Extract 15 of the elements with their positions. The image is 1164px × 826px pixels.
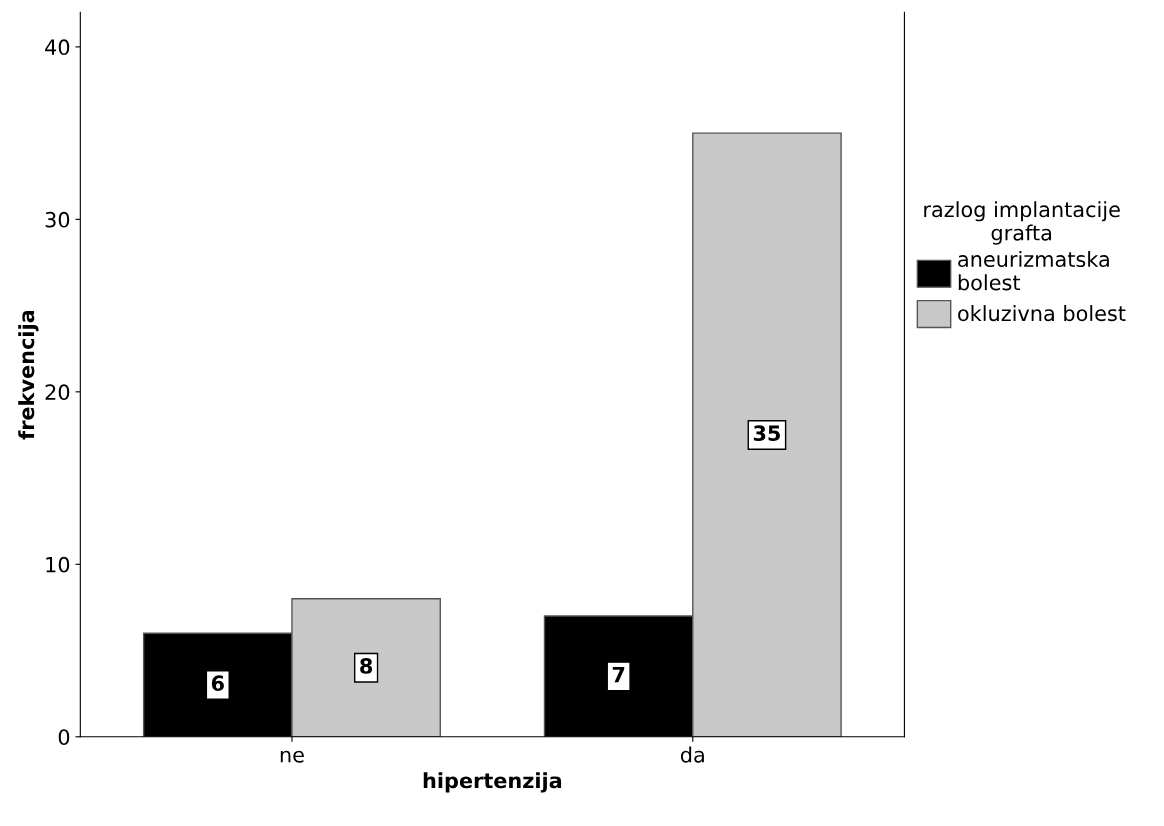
data-label: 8: [360, 658, 373, 674]
y-axis-title: frekvencija: [18, 310, 39, 440]
data-label: 7: [612, 666, 625, 683]
x-axis-title: hipertenzija: [423, 772, 562, 793]
data-label: 6: [211, 675, 224, 692]
y-tick-label: 30: [45, 211, 70, 228]
data-label: 35: [753, 425, 780, 441]
y-tick-label: 0: [58, 729, 70, 745]
x-tick-label: da: [680, 746, 704, 763]
y-tick-label: 10: [46, 556, 70, 573]
x-tick-label: ne: [280, 750, 304, 763]
y-tick-label: 20: [45, 384, 70, 401]
legend-label: okluzivna bolest: [958, 305, 1126, 322]
legend-label: aneurizmatska bolest: [958, 250, 1109, 291]
y-tick-label: 40: [45, 39, 70, 56]
